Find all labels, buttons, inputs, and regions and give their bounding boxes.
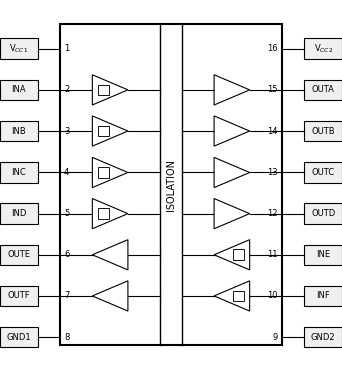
Bar <box>233 291 244 301</box>
Text: 3: 3 <box>64 127 69 135</box>
Polygon shape <box>92 116 128 146</box>
Text: 6: 6 <box>64 250 69 259</box>
Bar <box>98 208 109 219</box>
Text: OUTB: OUTB <box>311 127 335 135</box>
Bar <box>304 244 342 265</box>
Text: OUTC: OUTC <box>312 168 335 177</box>
Text: OUTE: OUTE <box>7 250 30 259</box>
Text: 13: 13 <box>267 168 278 177</box>
Bar <box>304 38 342 59</box>
Bar <box>304 327 342 347</box>
Text: GND2: GND2 <box>311 333 336 341</box>
Polygon shape <box>92 75 128 105</box>
Polygon shape <box>92 157 128 188</box>
Bar <box>0 80 38 100</box>
Text: 10: 10 <box>267 291 278 300</box>
Bar <box>98 167 109 178</box>
Text: 8: 8 <box>64 333 69 341</box>
Bar <box>0 244 38 265</box>
Text: 5: 5 <box>64 209 69 218</box>
Text: 1: 1 <box>64 44 69 53</box>
Bar <box>60 24 282 346</box>
Bar <box>304 286 342 306</box>
Polygon shape <box>92 198 128 229</box>
Bar <box>233 250 244 260</box>
Bar <box>304 162 342 183</box>
Bar <box>98 126 109 137</box>
Bar <box>0 121 38 141</box>
Polygon shape <box>214 157 250 188</box>
Polygon shape <box>92 240 128 270</box>
Text: INF: INF <box>316 291 330 300</box>
Text: IND: IND <box>11 209 26 218</box>
Polygon shape <box>214 116 250 146</box>
Polygon shape <box>214 198 250 229</box>
Text: OUTD: OUTD <box>311 209 335 218</box>
Bar <box>98 85 109 95</box>
Polygon shape <box>92 281 128 311</box>
Bar <box>304 80 342 100</box>
Bar <box>304 203 342 224</box>
Text: INC: INC <box>11 168 26 177</box>
Text: 2: 2 <box>64 85 69 94</box>
Text: INB: INB <box>11 127 26 135</box>
Text: 15: 15 <box>267 85 278 94</box>
Bar <box>304 121 342 141</box>
Text: V$_{CC2}$: V$_{CC2}$ <box>314 42 333 55</box>
Bar <box>0 162 38 183</box>
Text: OUTA: OUTA <box>312 85 334 94</box>
Text: 7: 7 <box>64 291 69 300</box>
Text: 4: 4 <box>64 168 69 177</box>
Text: V$_{CC1}$: V$_{CC1}$ <box>9 42 28 55</box>
Text: ISOLATION: ISOLATION <box>166 159 176 211</box>
Text: 11: 11 <box>267 250 278 259</box>
Bar <box>0 286 38 306</box>
Text: INE: INE <box>316 250 330 259</box>
Bar <box>0 203 38 224</box>
Bar <box>0 327 38 347</box>
Text: GND1: GND1 <box>6 333 31 341</box>
Text: OUTF: OUTF <box>8 291 30 300</box>
Text: 16: 16 <box>267 44 278 53</box>
Polygon shape <box>214 281 250 311</box>
Text: INA: INA <box>12 85 26 94</box>
Text: 12: 12 <box>267 209 278 218</box>
Text: 14: 14 <box>267 127 278 135</box>
Polygon shape <box>214 240 250 270</box>
Bar <box>0 38 38 59</box>
Polygon shape <box>214 75 250 105</box>
Text: 9: 9 <box>273 333 278 341</box>
